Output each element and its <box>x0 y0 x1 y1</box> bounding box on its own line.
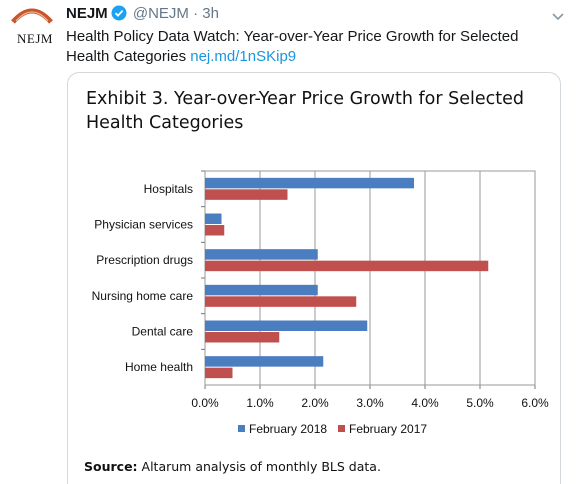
x-tick-label: 5.0% <box>466 396 494 410</box>
y-category-label: Home health <box>125 360 193 374</box>
y-category-label: Physician services <box>94 218 193 232</box>
bar-feb-2017 <box>205 296 357 307</box>
tweet-link[interactable]: nej.md/1nSKip9 <box>190 48 297 65</box>
source-text: Altarum analysis of monthly BLS data. <box>137 459 381 474</box>
source-note: Source: Altarum analysis of monthly BLS … <box>84 459 381 474</box>
nejm-seal-logo <box>11 8 53 24</box>
author-name[interactable]: NEJM <box>66 5 108 22</box>
y-category-label: Prescription drugs <box>96 253 193 267</box>
avatar[interactable]: NEJM <box>8 4 58 54</box>
x-tick-label: 0.0% <box>191 396 219 410</box>
bar-chart: 0.0% 1.0% 2.0% 3.0% 4.0% 5.0% 6.0% Hospitals Phy… <box>92 170 549 436</box>
x-tick-label: 3.0% <box>356 396 384 410</box>
bar-feb-2017 <box>205 260 489 272</box>
legend-label: February 2017 <box>349 422 427 436</box>
x-tick-label: 6.0% <box>521 396 549 410</box>
bar-feb-2017 <box>205 225 225 236</box>
tweet-header: NEJM @NEJM · 3h <box>66 4 219 27</box>
y-category-label: Nursing home care <box>92 289 194 303</box>
tweet-image-card[interactable]: Exhibit 3. Year-over-Year Price Growth f… <box>67 72 561 484</box>
tweet-body: Health Policy Data Watch: Year-over-Year… <box>66 28 519 65</box>
author-handle[interactable]: @NEJM <box>132 5 189 22</box>
bar-feb-2018 <box>205 284 318 296</box>
exhibit-title: Exhibit 3. Year-over-Year Price Growth f… <box>86 89 524 133</box>
bar-feb-2018 <box>205 249 318 260</box>
bar-feb-2017 <box>205 367 233 379</box>
y-category-label: Dental care <box>132 325 194 339</box>
source-label: Source: <box>84 459 138 474</box>
legend-label: February 2018 <box>249 422 327 436</box>
x-tick-label: 4.0% <box>411 396 439 410</box>
verified-badge-icon <box>111 5 127 27</box>
bar-feb-2018 <box>205 320 368 331</box>
avatar-logo-text: NEJM <box>17 31 53 46</box>
tweet-text: Health Policy Data Watch: Year-over-Year… <box>66 27 556 67</box>
x-tick-label: 1.0% <box>246 396 274 410</box>
chevron-down-icon[interactable] <box>552 8 564 26</box>
x-tick-label: 2.0% <box>301 396 329 410</box>
meta-separator: · <box>193 5 199 22</box>
bar-feb-2017 <box>205 332 280 343</box>
bar-feb-2018 <box>205 213 222 224</box>
legend-swatch <box>338 425 345 432</box>
bar-feb-2018 <box>205 356 324 367</box>
bar-feb-2018 <box>205 177 414 189</box>
legend-swatch <box>238 425 245 432</box>
y-category-label: Hospitals <box>144 182 193 196</box>
bar-feb-2017 <box>205 189 288 200</box>
tweet-timestamp[interactable]: 3h <box>202 5 219 22</box>
